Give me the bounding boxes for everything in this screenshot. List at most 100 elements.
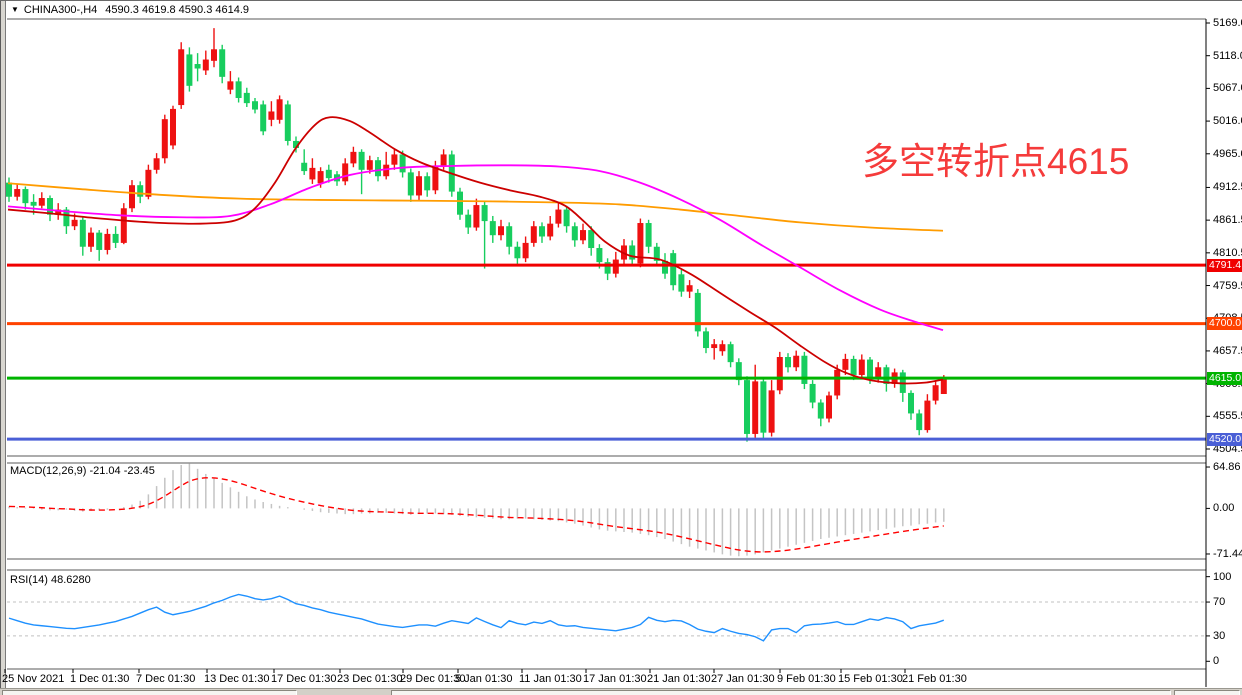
price-level-badge: 4615.0 [1207,371,1242,385]
candle-body [539,226,545,237]
date-tick-label: 7 Dec 01:30 [136,673,196,685]
candle-body [842,358,849,370]
candle-body [924,400,931,431]
rsi-indicator-label: RSI(14) 48.6280 [10,574,91,586]
date-tick-label: 21 Jan 01:30 [647,673,711,685]
status-cell [1174,690,1240,695]
candle-body [703,331,709,349]
candle-body [489,221,496,236]
candle-body [440,154,447,166]
candle-body [908,392,914,414]
candle-body [383,164,390,177]
candle-body [826,395,832,419]
ohlc-values-text: 4590.3 4619.8 4590.3 4614.9 [105,4,250,16]
candle-body [120,208,127,243]
candle-body [293,140,299,149]
candle-body [473,205,480,228]
price-tick-label: 5169.0 [1213,17,1242,29]
candle-body [194,64,201,69]
candle-body [96,232,103,250]
candle-body [498,226,504,236]
candle-body [686,285,693,292]
window-left-border [0,1,6,695]
candle-body [416,176,422,196]
candle-body [809,383,816,403]
price-tick-label: 4759.5 [1213,279,1242,292]
candle-body [522,242,529,259]
candle-body [465,214,472,228]
rsi-line [8,593,945,642]
candle-body [424,176,431,191]
one-click-trading-arrow-icon[interactable]: ▼ [11,5,19,14]
candle-body [63,209,70,227]
candle-body [178,49,185,106]
chart-annotation-text: 多空转折点4615 [862,141,1130,182]
candle-body [735,362,742,381]
candle-body [883,367,890,384]
candle-body [391,154,398,165]
candle-body [6,182,12,197]
status-cell [391,690,1171,695]
candle-body [284,104,291,141]
candle-body [481,205,488,222]
candle-body [612,259,619,274]
candle-body [71,219,78,227]
candle-body [596,248,603,263]
candle-body [104,233,111,250]
candle-body [268,111,275,120]
macd-indicator-label: MACD(12,26,9) -21.04 -23.45 [10,465,155,477]
candle-body [932,385,939,401]
rsi-tick-label: 70 [1213,596,1226,609]
price-tick-label: 4861.5 [1213,214,1242,227]
date-tick-label: 15 Feb 01:30 [838,673,903,685]
candle-body [260,104,267,132]
price-level-badge: 4520.0 [1207,432,1242,446]
candle-body [867,359,873,379]
candle-body [301,162,308,172]
candle-body [793,355,800,368]
ma-fast-red [7,116,944,385]
ma-mid-magenta [7,164,944,331]
candle-body [186,54,193,86]
rsi-tick-label: 0 [1213,655,1220,668]
candle-body [211,49,217,61]
candle-body [407,172,414,196]
candle-body [571,226,578,241]
candle-body [506,226,513,247]
price-level-badge: 4791.4 [1207,258,1242,272]
rsi-tick-label: 30 [1213,629,1226,642]
candle-body [243,92,250,104]
candle-body [375,160,381,177]
candle-body [547,223,554,237]
candle-body [629,245,636,260]
candle-body [170,108,176,146]
rsi-tick-label: 100 [1213,570,1232,583]
ma-slow-orange [7,182,944,232]
candle-body [38,198,45,206]
candle-body [727,344,734,363]
price-tick-label: 5118.0 [1213,49,1242,62]
chart-symbol-label: ▼ CHINA300-,H4 4590.3 4619.8 4590.3 4614.9 [11,4,249,16]
candle-body [916,413,923,431]
candle-body [776,357,783,391]
price-tick-label: 4504.5 [1213,443,1242,455]
macd-tick-label: -71.44 [1213,547,1242,560]
price-tick-label: 4555.5 [1213,410,1242,423]
candle-body [711,344,718,349]
candle-body [801,355,808,384]
candle-body [875,367,882,379]
symbol-period-text: CHINA300-,H4 [23,4,98,16]
candle-body [670,253,677,286]
price-tick-label: 4965.0 [1213,147,1242,160]
candle-body [358,151,365,170]
date-tick-label: 29 Dec 01:30 [400,673,466,685]
candle-body [47,198,53,215]
candle-body [719,344,726,352]
candle-body [219,49,226,77]
candle-body [744,380,750,434]
candle-body [399,154,406,173]
candle-body [588,230,595,249]
candle-body [817,402,824,419]
